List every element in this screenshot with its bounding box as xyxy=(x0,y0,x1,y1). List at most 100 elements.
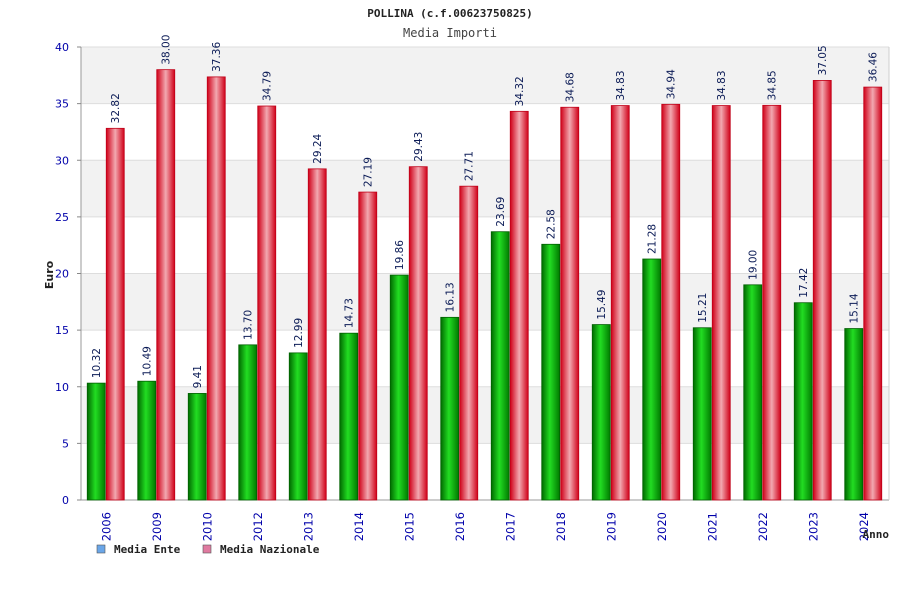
y-tick-label: 20 xyxy=(55,268,69,281)
bar-media-nazionale xyxy=(408,166,428,501)
x-tick-label: 2015 xyxy=(402,512,416,541)
bar-media-nazionale xyxy=(560,106,580,501)
bar-media-nazionale xyxy=(661,103,681,501)
bar-media-nazionale xyxy=(610,105,630,501)
bar-media-ente xyxy=(844,328,864,501)
data-label-media-ente: 17.42 xyxy=(798,268,810,298)
x-tick-label: 2019 xyxy=(604,512,618,541)
bar-media-ente xyxy=(187,393,207,501)
chart-subtitle: Media Importi xyxy=(403,26,497,40)
x-axis-ticks: 2006 2009 2010 2012 2013 2014 2015 2016 2017 2018… xyxy=(99,512,871,541)
data-label-media-ente: 12.99 xyxy=(293,318,305,348)
x-tick-label: 2016 xyxy=(453,512,467,541)
data-label-media-nazionale: 34.83 xyxy=(615,70,627,100)
data-label-media-ente: 9.41 xyxy=(192,365,204,388)
bar-media-ente xyxy=(692,327,712,501)
bar-media-ente xyxy=(490,231,510,501)
data-label-media-nazionale: 27.19 xyxy=(363,157,375,187)
x-tick-label: 2014 xyxy=(352,512,366,541)
x-tick-label: 2009 xyxy=(150,512,164,541)
data-label-media-ente: 10.49 xyxy=(142,346,154,376)
data-label-media-ente: 19.86 xyxy=(394,240,406,270)
bar-media-ente xyxy=(591,324,611,501)
data-label-media-nazionale: 27.71 xyxy=(464,151,476,181)
data-label-media-ente: 21.28 xyxy=(647,224,659,254)
x-tick-label: 2023 xyxy=(806,512,820,541)
x-tick-label: 2021 xyxy=(705,512,719,541)
data-label-media-ente: 15.49 xyxy=(596,290,608,320)
legend-label-nazionale: Media Nazionale xyxy=(220,543,320,556)
bar-media-nazionale xyxy=(863,86,883,501)
bar-media-ente xyxy=(541,243,561,501)
data-label-media-ente: 23.69 xyxy=(495,197,507,227)
data-label-media-ente: 14.73 xyxy=(344,298,356,328)
legend-swatch-ente xyxy=(96,544,106,554)
y-tick-label: 5 xyxy=(62,437,69,450)
data-label-media-nazionale: 34.32 xyxy=(514,76,526,106)
bar-media-nazionale xyxy=(762,104,782,501)
legend-swatch-nazionale xyxy=(202,544,212,554)
bar-media-nazionale xyxy=(105,127,125,501)
bar-media-ente xyxy=(86,382,106,501)
bar-media-nazionale xyxy=(459,185,479,501)
data-label-media-ente: 22.58 xyxy=(546,209,558,239)
bar-media-nazionale xyxy=(711,105,731,501)
x-tick-label: 2013 xyxy=(301,512,315,541)
data-label-media-nazionale: 34.83 xyxy=(716,70,728,100)
legend: Media Ente Media Nazionale xyxy=(96,543,320,556)
y-tick-label: 0 xyxy=(62,494,69,507)
data-label-media-nazionale: 34.94 xyxy=(666,69,678,99)
y-tick-label: 25 xyxy=(55,211,69,224)
bar-media-nazionale xyxy=(358,191,378,501)
bar-media-ente xyxy=(440,316,460,501)
chart-title: POLLINA (c.f.00623750825) xyxy=(367,7,533,20)
bar-media-ente xyxy=(389,274,409,501)
y-axis-label: Euro xyxy=(43,260,56,289)
legend-label-ente: Media Ente xyxy=(114,543,181,556)
data-label-media-nazionale: 29.43 xyxy=(413,132,425,162)
data-label-media-nazionale: 38.00 xyxy=(161,35,173,65)
bar-media-ente xyxy=(288,352,308,501)
bar-media-nazionale xyxy=(257,105,277,501)
x-axis-label: Anno xyxy=(863,528,890,541)
data-label-media-nazionale: 34.85 xyxy=(767,70,779,100)
bar-media-ente xyxy=(793,302,813,501)
data-label-media-ente: 13.70 xyxy=(243,310,255,340)
y-axis-ticks: 0 5 10 15 20 25 30 35 40 xyxy=(55,41,81,507)
data-label-media-ente: 15.21 xyxy=(697,293,709,323)
y-tick-label: 15 xyxy=(55,324,69,337)
bar-media-nazionale xyxy=(812,80,832,501)
bar-media-ente xyxy=(743,284,763,501)
data-label-media-ente: 19.00 xyxy=(748,250,760,280)
bar-media-nazionale xyxy=(509,110,529,501)
data-label-media-nazionale: 34.79 xyxy=(262,71,274,101)
bar-media-nazionale xyxy=(156,69,176,501)
bar-media-ente xyxy=(238,344,258,501)
x-tick-label: 2010 xyxy=(200,512,214,541)
data-label-media-nazionale: 32.82 xyxy=(110,93,122,123)
bar-media-nazionale xyxy=(206,76,226,501)
data-label-media-ente: 15.14 xyxy=(849,293,861,323)
data-label-media-nazionale: 37.05 xyxy=(817,45,829,75)
x-tick-label: 2018 xyxy=(554,512,568,541)
data-label-media-nazionale: 29.24 xyxy=(312,133,324,163)
x-tick-label: 2006 xyxy=(99,512,113,541)
x-tick-label: 2022 xyxy=(756,512,770,541)
x-tick-label: 2020 xyxy=(655,512,669,541)
x-tick-label: 2017 xyxy=(503,512,517,541)
x-tick-label: 2024 xyxy=(857,512,871,541)
y-tick-label: 40 xyxy=(55,41,69,54)
bar-media-ente xyxy=(339,332,359,501)
bar-media-ente xyxy=(642,258,662,501)
y-tick-label: 10 xyxy=(55,381,69,394)
data-label-media-nazionale: 34.68 xyxy=(565,72,577,102)
data-label-media-ente: 10.32 xyxy=(91,348,103,378)
x-tick-label: 2012 xyxy=(251,512,265,541)
y-tick-label: 35 xyxy=(55,98,69,111)
bar-media-nazionale xyxy=(307,168,327,501)
bar-media-ente xyxy=(137,380,157,501)
data-label-media-ente: 16.13 xyxy=(445,282,457,312)
y-tick-label: 30 xyxy=(55,154,69,167)
data-label-media-nazionale: 37.36 xyxy=(211,42,223,72)
